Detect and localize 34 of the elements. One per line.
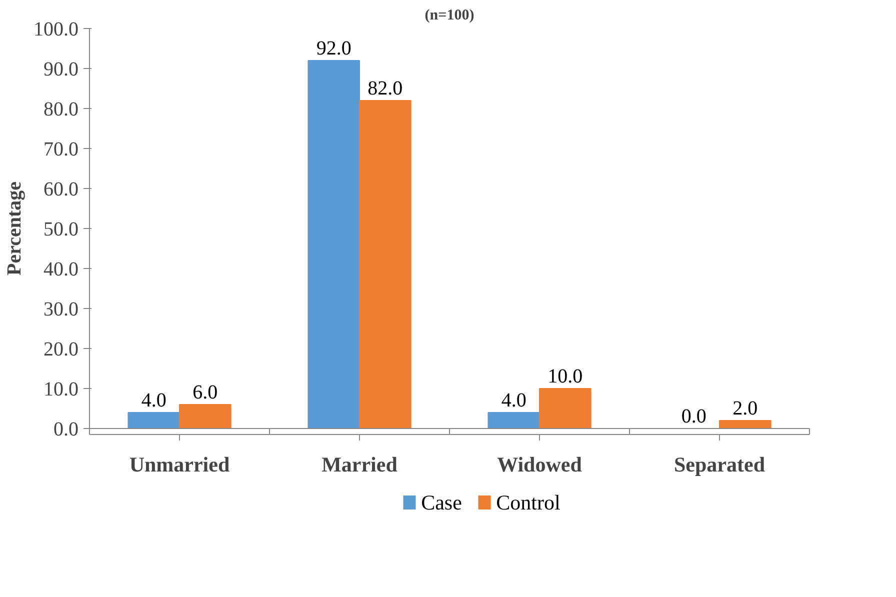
y-axis-title: Percentage [4,181,26,276]
bar [179,404,232,428]
y-tick-label: 80.0 [44,98,78,120]
bar [488,412,540,428]
x-tick-label: Separated [674,452,766,476]
y-tick-label: 90.0 [44,58,78,80]
bar [539,388,592,428]
data-label: 82.0 [368,78,403,100]
bar [308,60,360,428]
y-tick-label: 100.0 [34,18,78,40]
data-label: 10.0 [548,366,583,388]
bar [128,412,180,428]
y-tick-label: 10.0 [44,378,78,400]
bar [719,420,772,428]
data-label: 4.0 [141,390,166,412]
x-tick-label: Unmarried [129,452,230,476]
x-tick-label: Married [322,452,398,476]
y-tick-label: 50.0 [44,218,78,240]
y-tick-label: 30.0 [44,298,78,320]
data-label: 92.0 [316,38,352,60]
data-label: 0.0 [681,406,706,428]
y-tick-label: 20.0 [44,338,78,360]
legend-label: Case [421,490,462,514]
bar [359,100,412,428]
x-tick-label: Widowed [497,452,582,476]
y-tick-label: 60.0 [44,178,78,200]
y-tick-label: 70.0 [44,138,78,160]
y-tick-label: 40.0 [44,258,78,280]
data-label: 6.0 [192,382,218,404]
legend-label: Control [496,490,560,514]
data-label: 4.0 [501,390,526,412]
y-tick-label: 0.0 [54,418,78,440]
chart-title: (n=100) [424,8,474,24]
data-label: 2.0 [732,398,758,420]
